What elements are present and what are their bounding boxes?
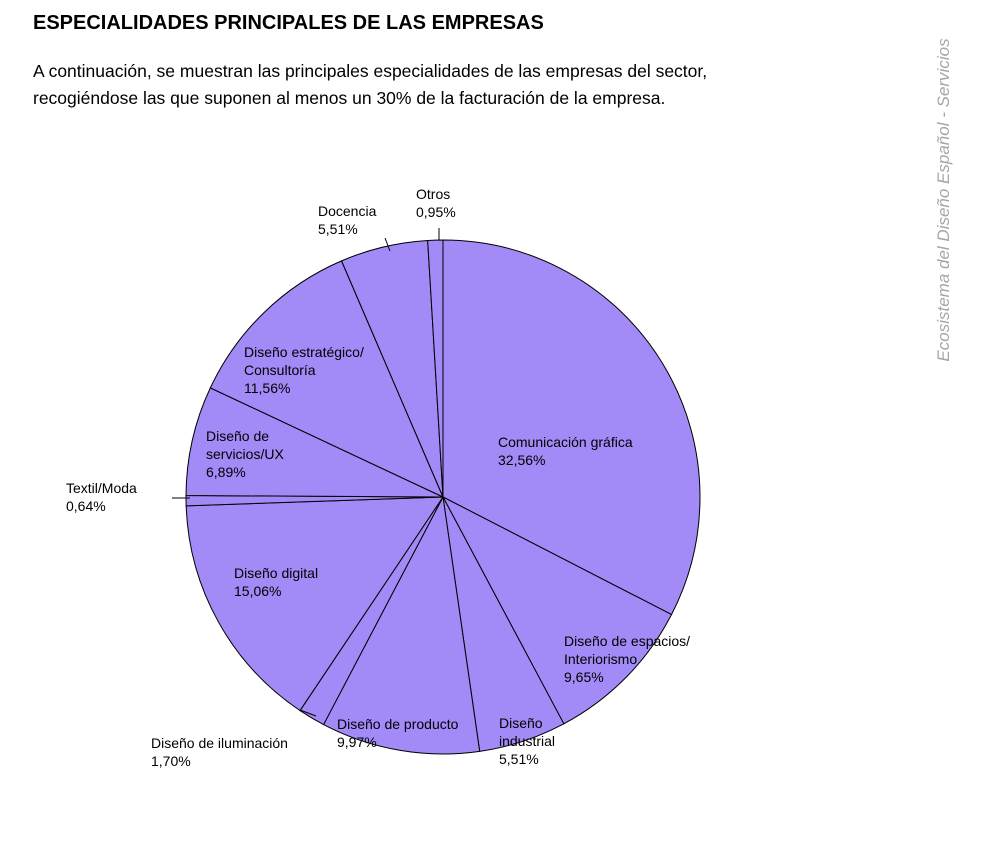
slice-label-11: Otros 0,95%: [416, 186, 456, 220]
slice-value-label: 0,95%: [416, 204, 456, 220]
slice-name-label: Otros: [416, 186, 450, 202]
pie-slice-9: [209, 260, 444, 498]
pie-leader-lines: [172, 228, 440, 717]
slice-name-label: Diseño de: [206, 428, 269, 444]
page-title: ESPECIALIDADES PRINCIPALES DE LAS EMPRES…: [33, 12, 544, 34]
slice-label-2: Diseño de espacios/Interiorismo 9,65%: [564, 633, 690, 685]
slice-value-label: 6,89%: [206, 464, 246, 480]
slice-value-label: 5,51%: [318, 221, 358, 237]
slice-value-label: 11,56%: [244, 380, 290, 396]
pie-slice-8: [185, 387, 444, 498]
slice-label-3: Diseño industrial 5,51%: [499, 715, 555, 767]
slice-name-label: Diseño estratégico/: [244, 344, 364, 360]
slice-name-label: Diseño de iluminación: [151, 735, 288, 751]
pie-labels: Comunicación gráfica 32,56% Diseño de espa…: [66, 186, 690, 769]
slice-value-label: 15,06%: [234, 583, 281, 599]
slice-value-label: 0,64%: [66, 498, 106, 514]
slice-name-label: Diseño de espacios/: [564, 633, 690, 649]
slice-name-label: Diseño digital: [234, 565, 318, 581]
pie-slice-1: [442, 239, 701, 616]
slice-label-8: Diseño de servicios/UX 6,89%: [206, 428, 284, 480]
slice-value-label: 5,51%: [499, 751, 539, 767]
slice-label-5: Diseño de iluminación 1,70%: [151, 735, 288, 769]
slice-value-label: 32,56%: [498, 452, 545, 468]
slice-name-label: Docencia: [318, 203, 377, 219]
slice-name-label: Interiorismo: [564, 651, 637, 667]
slice-value-label: 9,65%: [564, 669, 604, 685]
pie-slice-11: [427, 239, 444, 498]
slice-label-7: Textil/Moda 0,64%: [66, 480, 137, 514]
slice-name-label: servicios/UX: [206, 446, 284, 462]
slice-label-6: Diseño digital 15,06%: [234, 565, 318, 599]
slice-value-label: 1,70%: [151, 753, 191, 769]
slice-name-label: Consultoría: [244, 362, 316, 378]
page-intro: A continuación, se muestran las principa…: [33, 61, 708, 108]
slice-name-label: Textil/Moda: [66, 480, 137, 496]
slice-label-10: Docencia 5,51%: [318, 203, 377, 237]
slice-label-9: Diseño estratégico/Consultoría 11,56%: [244, 344, 364, 396]
slice-name-label: industrial: [499, 733, 555, 749]
slice-name-label: Diseño de producto: [337, 716, 459, 732]
pie-slice-2: [442, 496, 673, 725]
slice-name-label: Comunicación gráfica: [498, 434, 633, 450]
leader-line-10: [384, 237, 391, 252]
pie-slices: [185, 239, 701, 755]
slice-name-label: Diseño: [499, 715, 543, 731]
slice-value-label: 9,97%: [337, 734, 377, 750]
slice-label-1: Comunicación gráfica 32,56%: [498, 434, 633, 468]
leader-line-5: [299, 709, 317, 717]
pie-slice-4: [323, 496, 481, 755]
pie-slice-6: [185, 496, 444, 712]
slice-label-4: Diseño de producto 9,97%: [337, 716, 459, 750]
